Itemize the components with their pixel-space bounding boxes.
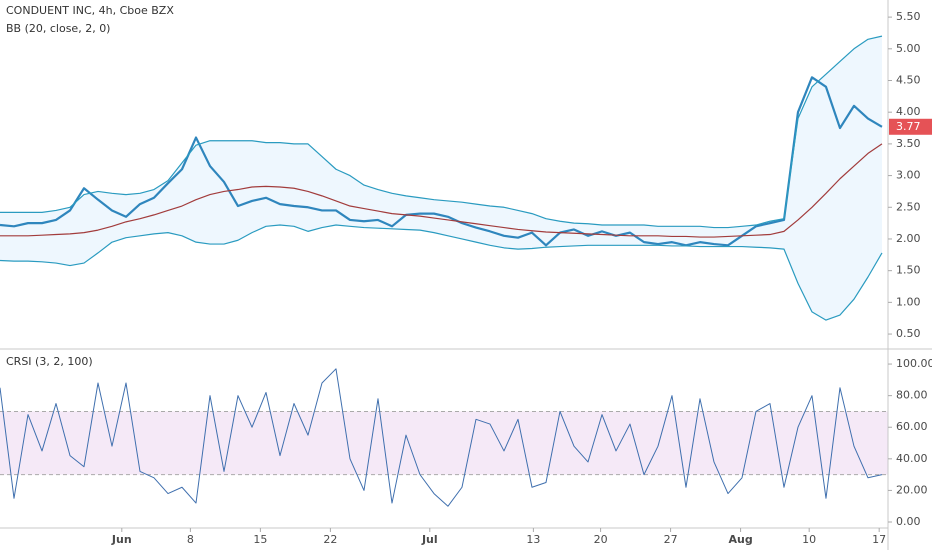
indicator-title: CRSI (3, 2, 100) (6, 355, 93, 368)
y-tick-label: 0.00 (896, 515, 921, 528)
x-tick-label: 27 (664, 533, 678, 546)
y-tick-label: 3.50 (896, 137, 921, 150)
series-line (0, 76, 883, 247)
y-tick-label: 1.50 (896, 264, 921, 277)
x-tick-label: Jun (111, 533, 132, 546)
y-tick-label: 4.50 (896, 74, 921, 87)
x-tick-label: 20 (594, 533, 608, 546)
indicator-label: BB (20, close, 2, 0) (6, 22, 110, 35)
y-tick-label: 2.00 (896, 232, 921, 245)
series-line (0, 143, 883, 238)
y-tick-label: 60.00 (896, 420, 928, 433)
x-tick-label: Jul (421, 533, 438, 546)
x-tick-label: 10 (802, 533, 816, 546)
y-tick-label: 5.00 (896, 42, 921, 55)
y-tick-label: 20.00 (896, 483, 928, 496)
x-tick-label: 17 (872, 533, 886, 546)
x-tick-label: 15 (253, 533, 267, 546)
x-tick-label: 13 (526, 533, 540, 546)
y-tick-label: 3.00 (896, 169, 921, 182)
x-tick-label: 8 (187, 533, 194, 546)
y-tick-label: 0.50 (896, 327, 921, 340)
price-label: 3.77 (896, 120, 921, 133)
y-tick-label: 1.00 (896, 295, 921, 308)
band-fill (0, 411, 888, 475)
x-tick-label: Aug (728, 533, 752, 546)
y-tick-label: 80.00 (896, 389, 928, 402)
y-tick-label: 40.00 (896, 452, 928, 465)
chart-title: CONDUENT INC, 4h, Cboe BZX (6, 4, 174, 17)
band-fill (0, 36, 882, 321)
price-label-box (889, 118, 932, 135)
y-tick-label: 100.00 (896, 357, 932, 370)
y-tick-label: 5.50 (896, 10, 921, 23)
y-tick-label: 2.50 (896, 200, 921, 213)
x-tick-label: 22 (323, 533, 337, 546)
y-tick-label: 4.00 (896, 105, 921, 118)
series-line (0, 35, 883, 229)
series-line (0, 368, 883, 507)
series-line (0, 224, 883, 321)
